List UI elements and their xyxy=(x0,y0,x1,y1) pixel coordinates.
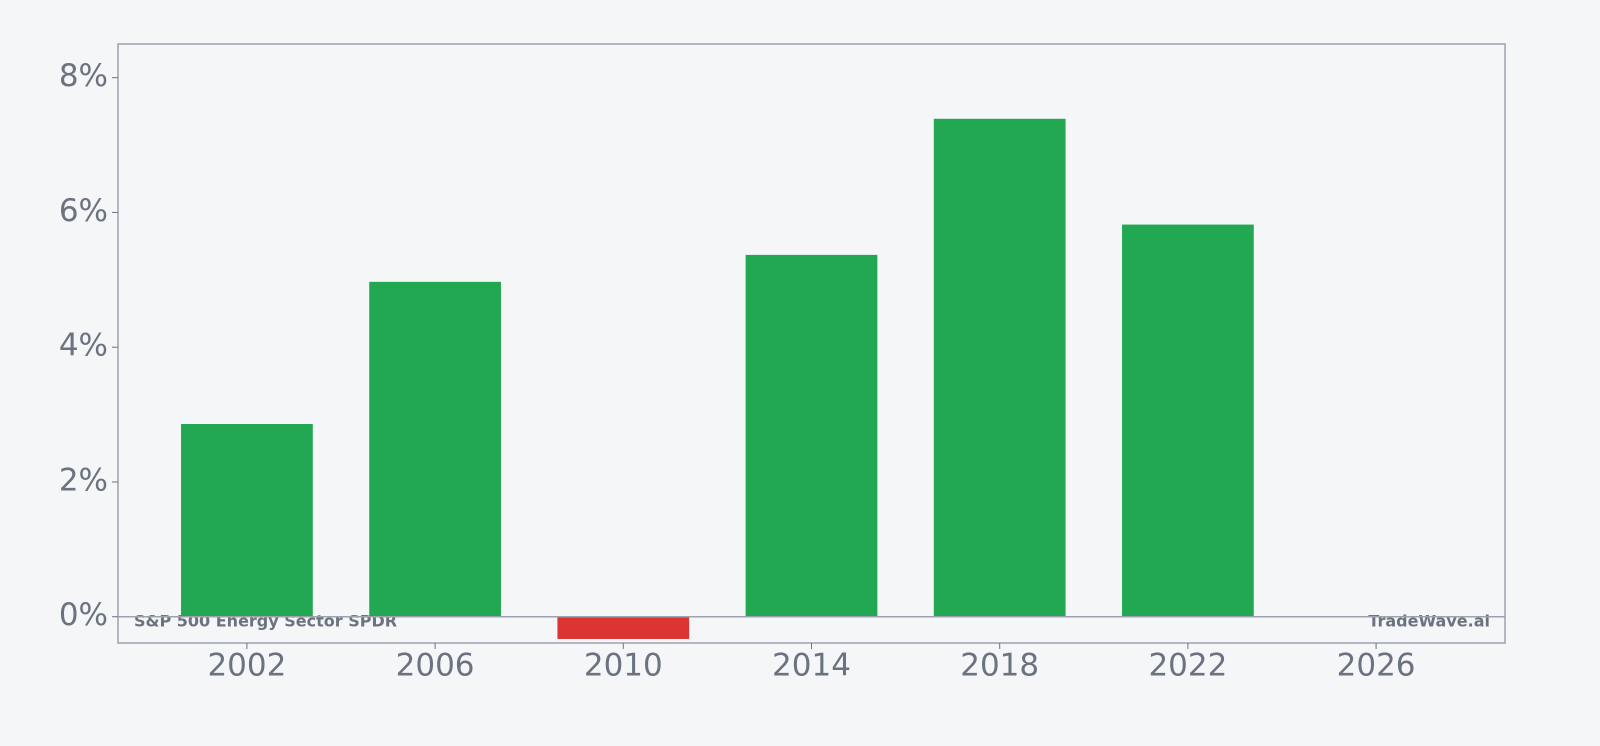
x-tick-label: 2026 xyxy=(1337,648,1416,684)
y-tick-label: 2% xyxy=(59,462,108,498)
x-tick-label: 2010 xyxy=(584,648,663,684)
y-tick-label: 6% xyxy=(59,193,108,229)
x-tick-label: 2002 xyxy=(207,648,286,684)
y-tick-label: 0% xyxy=(59,597,108,633)
bar xyxy=(369,281,501,617)
bar xyxy=(557,616,690,639)
x-tick-label: 2014 xyxy=(772,648,851,684)
x-tick-label: 2018 xyxy=(960,648,1039,684)
x-tick-label: 2006 xyxy=(396,648,475,684)
bar xyxy=(933,118,1066,617)
y-tick-label: 8% xyxy=(59,58,108,94)
watermark: TradeWave.ai xyxy=(1368,612,1490,631)
bar xyxy=(1122,224,1254,617)
x-tick-label: 2022 xyxy=(1148,648,1227,684)
y-tick-label: 4% xyxy=(59,328,108,364)
bar xyxy=(745,254,878,617)
bar xyxy=(181,424,313,617)
